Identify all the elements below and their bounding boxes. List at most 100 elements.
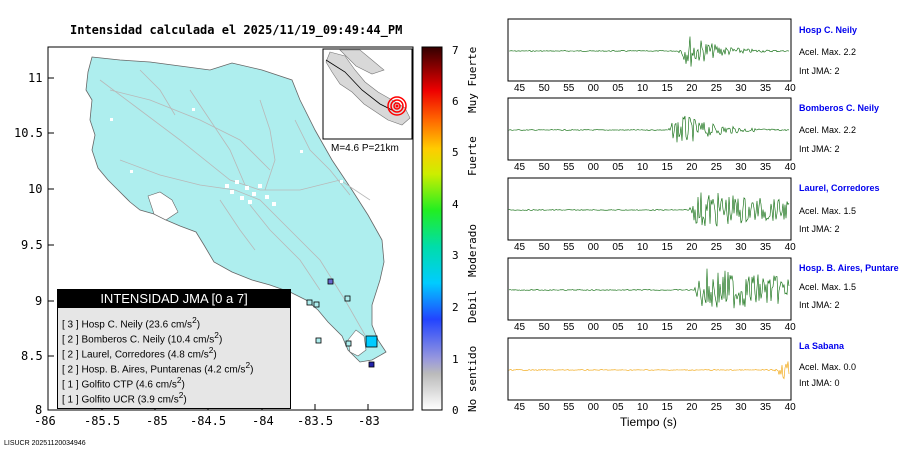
time-tick: 15 [661,162,673,173]
station-name: Hosp C. Neily [799,25,858,35]
legend-row: [ 1 ] Golfito UCR (3.9 cm/s2) [62,390,187,405]
seismogram-traces [508,36,790,380]
lat-tick: 10.5 [14,126,43,140]
footer-id: LISUCR 20251120034946 [4,440,86,447]
lon-tick: -83.5 [297,414,334,428]
intensity-legend: INTENSIDAD JMA [0 a 7] [ 3 ] Hosp C. Nei… [57,289,291,409]
colorbar-level: 4 [452,198,459,211]
lat-tick: 11 [28,71,43,85]
lon-tick: -86 [34,414,56,428]
legend-text: Bomberos C. Neily (10.4 cm/s [81,334,215,346]
time-tick: 25 [710,83,722,94]
time-tick: 45 [514,402,526,413]
seismogram-frames [507,18,792,401]
legend-row: [ 2 ] Hosp. B. Aires, Puntarenas (4.2 cm… [62,360,253,375]
time-tick: 45 [514,322,526,333]
time-tick: 15 [661,83,673,94]
time-tick: 35 [760,83,772,94]
station-acel: Acel. Max. 2.2 [799,125,857,135]
time-tick: 15 [661,402,673,413]
town-markers [110,108,343,206]
time-tick: 10 [637,322,649,333]
colorbar-level: 3 [452,249,459,262]
legend-level: [ 3 ] [62,319,79,331]
station-int: Int JMA: 2 [799,300,840,310]
legend-level: [ 2 ] [62,364,79,376]
seismogram-trace [509,36,790,67]
time-tick: 55 [563,162,575,173]
lat-tick: 8 [35,403,43,417]
time-tick: 50 [538,322,550,333]
legend-level: [ 1 ] [62,379,79,391]
time-tick: 40 [784,162,796,173]
colorbar-level: 0 [452,404,459,417]
time-tick: 05 [612,322,624,333]
lon-tick: -84.5 [190,414,227,428]
station-name: Hosp. B. Aires, Puntare [799,263,899,273]
colorbar-category: Muy Fuerte [466,46,479,113]
colorbar-level: 2 [452,301,459,314]
lat-tick: 10 [28,182,43,196]
colorbar-category: Fuerte [466,136,479,176]
legend-row: [ 3 ] Hosp C. Neily (23.6 cm/s2) [62,315,200,330]
seismogram-trace [508,115,790,143]
seismogram-trace [508,192,790,227]
time-tick: 25 [710,322,722,333]
time-tick: 30 [735,83,747,94]
time-tick: 20 [686,322,698,333]
intensity-colorbar [421,46,443,411]
time-tick: 30 [735,402,747,413]
time-tick: 40 [784,322,796,333]
station-acel: Acel. Max. 0.0 [799,362,857,372]
legend-sup: 2 [245,360,251,370]
time-tick: 45 [514,162,526,173]
time-tick: 10 [637,83,649,94]
land-costa-rica [85,56,387,363]
station-name: Laurel, Corredores [799,183,880,193]
legend-text: Hosp. B. Aires, Puntarenas (4.2 cm/s [81,364,246,376]
time-tick: 10 [637,162,649,173]
time-tick: 10 [637,402,649,413]
gulf-nicoya [147,191,179,221]
legend-header: INTENSIDAD JMA [0 a 7] [58,290,290,308]
station-acel: Acel. Max. 1.5 [799,206,857,216]
time-tick: 50 [538,402,550,413]
colorbar-category: Debil [466,289,479,323]
road-network [99,69,371,336]
legend-close: ) [250,364,254,376]
time-tick: 40 [784,402,796,413]
time-tick: 35 [760,242,772,253]
time-tick: 30 [735,242,747,253]
station-int: Int JMA: 2 [799,66,840,76]
time-tick: 55 [563,402,575,413]
time-tick: 00 [587,402,599,413]
inset-border [325,59,397,113]
time-tick: 00 [587,242,599,253]
station-int: Int JMA: 2 [799,144,840,154]
time-tick: 35 [760,162,772,173]
time-tick: 55 [563,242,575,253]
station-int: Int JMA: 2 [799,224,840,234]
legend-sup: 2 [214,330,219,340]
time-tick: 20 [686,162,698,173]
colorbar-level: 6 [452,95,459,108]
lat-tick: 9 [35,294,43,308]
time-tick: 05 [612,83,624,94]
magnitude-depth-label: M=4.6 P=21km [331,143,399,154]
time-tick: 25 [710,242,722,253]
time-tick: 00 [587,83,599,94]
legend-close: ) [181,379,185,391]
time-tick: 30 [735,322,747,333]
legend-row: [ 2 ] Bomberos C. Neily (10.4 cm/s2) [62,330,222,345]
legend-text: Hosp C. Neily (23.6 cm/s [81,319,193,331]
legend-close: ) [196,319,201,331]
map-title: Intensidad calculada el 2025/11/19_09:49… [70,23,403,37]
legend-level: [ 1 ] [62,394,79,406]
legend-text: Golfito UCR (3.9 cm/s [81,394,179,406]
time-tick: 05 [612,402,624,413]
time-tick: 35 [760,402,772,413]
seismogram-trace [508,361,790,380]
colorbar-category: No sentido [466,345,479,412]
legend-sup: 2 [192,315,197,325]
